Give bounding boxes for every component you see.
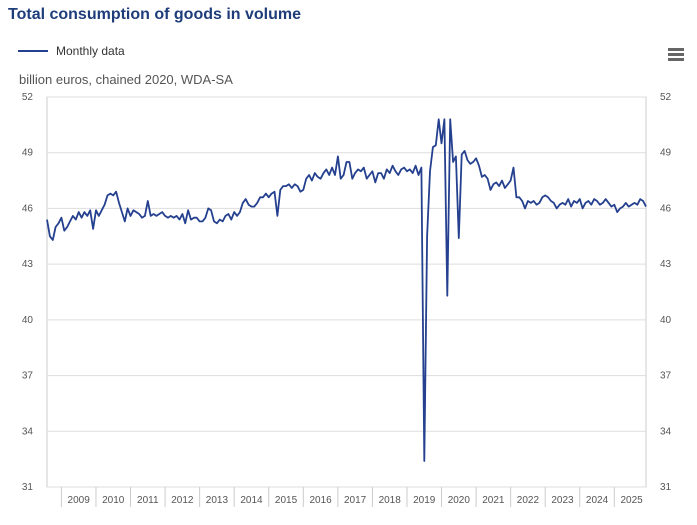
y-tick-label-right: 43	[660, 259, 672, 270]
plot-frame	[46, 96, 647, 488]
x-tick-label: 2020	[448, 495, 471, 506]
x-tick-label: 2018	[379, 495, 402, 506]
y-axis-left: 31 34 37 40 43 46 49 52	[22, 92, 34, 493]
y-tick-label-left: 49	[22, 148, 34, 159]
series-line-monthly-data	[46, 118, 647, 462]
y-tick-label-right: 37	[660, 371, 672, 382]
legend[interactable]: Monthly data	[18, 44, 125, 58]
y-tick-label-left: 37	[22, 371, 34, 382]
x-tick-label: 2021	[482, 495, 505, 506]
y-tick-label-left: 31	[22, 482, 34, 493]
y-axis-unit-label: billion euros, chained 2020, WDA-SA	[19, 72, 233, 87]
y-tick-label-left: 46	[22, 203, 34, 214]
x-tick-label: 2015	[275, 495, 298, 506]
plot-area	[46, 118, 647, 462]
x-tick-label: 2024	[586, 495, 609, 506]
y-tick-label-right: 49	[660, 148, 672, 159]
x-tick-label: 2011	[137, 495, 159, 506]
gridlines	[46, 96, 647, 488]
y-tick-label-left: 40	[22, 315, 34, 326]
legend-swatch	[18, 50, 48, 52]
x-tick-label: 2013	[206, 495, 229, 506]
y-tick-label-right: 40	[660, 315, 672, 326]
x-tick-label: 2014	[240, 495, 263, 506]
y-tick-label-left: 34	[22, 426, 34, 437]
x-tick-label: 2017	[344, 495, 367, 506]
y-tick-label-left: 43	[22, 259, 34, 270]
y-tick-label-right: 46	[660, 203, 672, 214]
x-tick-label: 2022	[517, 495, 540, 506]
x-tick-label: 2010	[102, 495, 125, 506]
x-tick-label: 2023	[551, 495, 574, 506]
x-tick-label: 2025	[620, 495, 643, 506]
y-tick-label-right: 34	[660, 426, 672, 437]
x-tick-label: 2019	[413, 495, 436, 506]
y-tick-label-left: 52	[22, 92, 34, 103]
x-axis: 2009 2010 2011 2012 2013 2014 2015 2016 2017 2018…	[60, 487, 643, 507]
chart-title: Total consumption of goods in volume	[8, 6, 302, 23]
x-tick-label: 2012	[171, 495, 194, 506]
y-axis-right: 31 34 37 40 43 46 49 52	[660, 92, 672, 493]
x-tick-label: 2016	[309, 495, 332, 506]
legend-label: Monthly data	[56, 44, 125, 58]
x-tick-label: 2009	[68, 495, 91, 506]
y-tick-label-right: 52	[660, 92, 672, 103]
y-tick-label-right: 31	[660, 482, 672, 493]
hamburger-menu-icon[interactable]	[668, 48, 684, 63]
